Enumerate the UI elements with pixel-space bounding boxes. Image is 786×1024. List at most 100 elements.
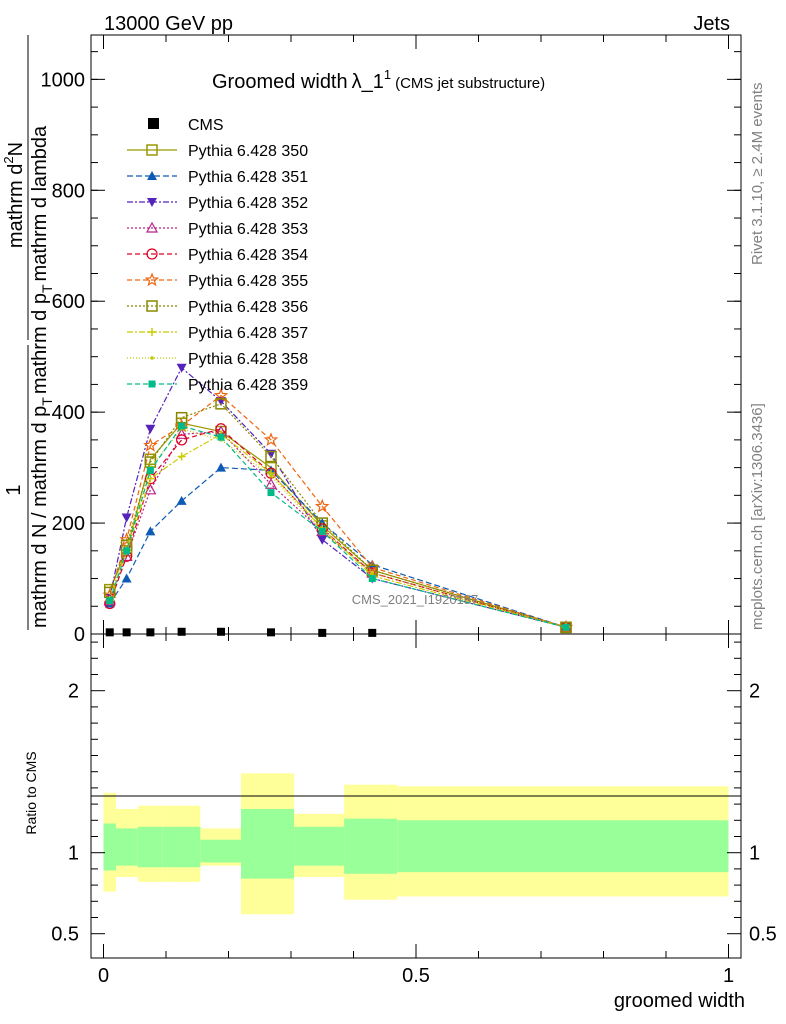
series-line: [109, 430, 567, 628]
series-point: [175, 428, 188, 439]
series-point: [146, 474, 155, 483]
legend-item-357: Pythia 6.428 357: [127, 325, 308, 342]
legend-label: CMS: [188, 117, 224, 134]
cms-point: [105, 628, 114, 637]
ratio-y-tick-label: 0.5: [51, 924, 79, 946]
header-category: Jets: [693, 13, 730, 35]
legend-marker: [144, 272, 160, 287]
legend-label: Pythia 6.428 355: [188, 273, 308, 290]
chart-title: Groomed width λ_11 (CMS jet substructure): [212, 67, 545, 93]
cms-point: [368, 628, 377, 637]
ylabel-numerator-2: mathrm d2N: [1, 142, 27, 248]
legend-marker: [147, 198, 157, 207]
x-tick-label: 0.5: [402, 965, 430, 987]
ratio-band-inner: [116, 828, 138, 866]
series-point: [265, 467, 277, 479]
ratio-band-inner: [162, 826, 201, 868]
legend-item-359: Pythia 6.428 359: [127, 377, 308, 394]
x-axis-label: groomed width: [614, 990, 745, 1012]
series-357: [105, 430, 570, 632]
series-point: [267, 489, 275, 497]
legend-marker: [148, 380, 156, 388]
ratio-band-inner: [103, 823, 116, 871]
mcplots-label: mcplots.cern.ch [arXiv:1306.3436]: [749, 403, 766, 630]
series-351: [104, 462, 571, 632]
series-359: [106, 422, 570, 631]
ratio-band-inner: [344, 818, 398, 874]
legend-marker: [146, 248, 158, 260]
series-line: [109, 466, 567, 628]
ylabel-denominator: mathrm d N / mathrm d pTmathrm d pTmathr…: [29, 125, 55, 628]
series-line: [109, 394, 567, 628]
legend-label: Pythia 6.428 356: [188, 299, 308, 316]
ratio-band-inner: [200, 839, 241, 863]
series-point: [215, 398, 227, 410]
series-point: [560, 621, 572, 634]
rivet-label: Rivet 3.1.10, ≥ 2.4M events: [749, 83, 766, 266]
legend-item-356: Pythia 6.428 356: [127, 299, 308, 316]
series-point: [562, 623, 570, 631]
y-tick-label: 200: [52, 513, 85, 535]
legend-label: Pythia 6.428 350: [188, 143, 308, 160]
ratio-band-inner: [241, 808, 295, 879]
series-point: [120, 550, 133, 561]
series-point: [317, 535, 328, 545]
legend-marker: [148, 328, 156, 336]
ylabel-numerator-1: 1: [3, 484, 25, 495]
cms-point: [217, 627, 225, 636]
legend-label: Pythia 6.428 358: [188, 351, 308, 368]
legend-label: Pythia 6.428 359: [188, 377, 308, 394]
legend-item-358: Pythia 6.428 358: [127, 351, 308, 368]
legend-marker: [150, 356, 154, 360]
ratio-y-tick-label: 2: [68, 681, 79, 703]
series-point: [145, 424, 156, 434]
legend-item-352: Pythia 6.428 352: [127, 195, 308, 212]
series-point: [121, 573, 132, 583]
title-main: Groomed width: [212, 71, 348, 93]
axis-ticks: 0 0.5 1 0 200 400 600 800 1000 0.5 0.5 1 1 2 2: [41, 35, 777, 987]
series-point: [176, 363, 187, 373]
cms-point: [122, 628, 131, 637]
series-group: [102, 363, 574, 634]
ratio-y-tick-label-right: 2: [749, 681, 760, 703]
legend-swatch: [148, 118, 159, 129]
legend-item-355: Pythia 6.428 355: [127, 272, 308, 290]
series-point: [106, 597, 114, 605]
series-point: [264, 478, 278, 489]
series-point: [318, 527, 326, 535]
series-point: [263, 432, 279, 447]
ratio-y-tick-label-right: 0.5: [749, 924, 777, 946]
legend: CMS Pythia 6.428 350 Pythia 6.428 351 Pythi…: [127, 117, 308, 394]
series-point: [216, 462, 226, 472]
cms-point: [267, 628, 275, 637]
legend-item-351: Pythia 6.428 351: [127, 169, 308, 186]
series-point: [176, 495, 187, 505]
series-point: [269, 474, 273, 478]
series-352: [104, 363, 571, 633]
legend-label: Pythia 6.428 354: [188, 247, 308, 264]
series-356: [104, 398, 572, 634]
title-superscript: 1: [384, 67, 391, 82]
y-tick-label: 600: [52, 291, 85, 313]
series-point: [217, 433, 225, 441]
ratio-band-inner: [137, 826, 163, 868]
series-point: [368, 575, 376, 583]
series-354: [104, 423, 572, 633]
series-353: [103, 425, 573, 632]
ratio-y-tick-label-right: 1: [749, 843, 760, 865]
series-point: [146, 466, 154, 474]
ratio-bands: [103, 773, 729, 915]
series-point: [367, 559, 378, 569]
series-line: [109, 425, 567, 628]
series-point: [123, 547, 131, 555]
analysis-watermark: CMS_2021_I1920187: [352, 592, 479, 607]
x-tick-label: 0: [98, 965, 109, 987]
legend-item-cms: CMS: [148, 117, 224, 134]
series-point: [177, 452, 186, 461]
legend-label: Pythia 6.428 352: [188, 195, 308, 212]
series-line: [109, 428, 567, 628]
x-tick-label: 1: [723, 965, 734, 987]
series-line: [109, 428, 567, 628]
ratio-y-tick-label: 1: [68, 843, 79, 865]
